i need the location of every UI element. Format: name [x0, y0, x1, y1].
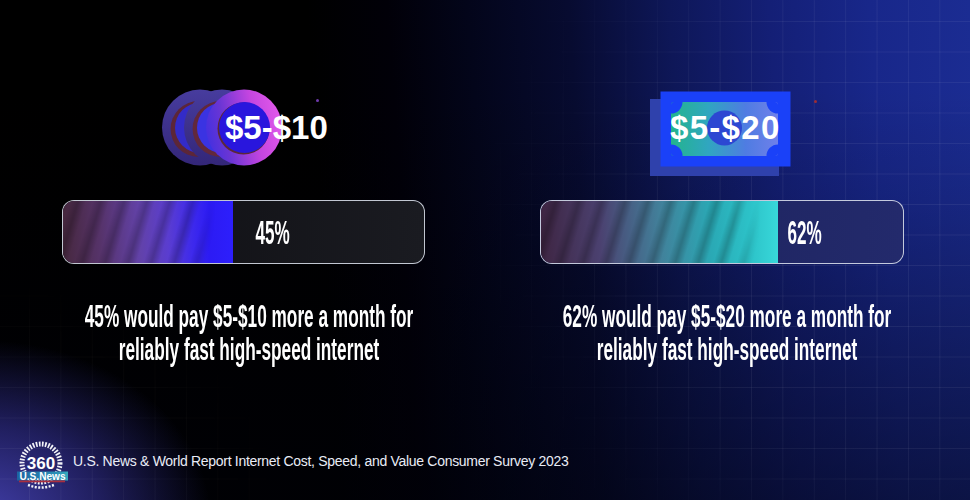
- svg-text:U.S.News: U.S.News: [20, 470, 66, 482]
